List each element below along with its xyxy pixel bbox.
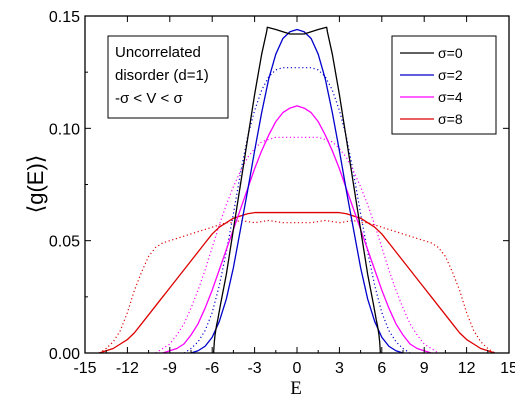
y-tick-label: 0.05	[49, 234, 80, 251]
x-tick-label: -15	[73, 360, 96, 377]
x-tick-label: -9	[163, 360, 177, 377]
legend-label: σ=0	[438, 45, 463, 61]
x-tick-label: 3	[335, 360, 344, 377]
series-line-dotted-1	[155, 136, 439, 354]
y-tick-label: 0.00	[49, 346, 80, 363]
annotation-line-1: Uncorrelated	[115, 44, 201, 61]
x-tick-label: -12	[116, 360, 139, 377]
x-tick-label: 12	[458, 360, 476, 377]
series-line-0	[212, 26, 382, 354]
y-tick-label: 0.15	[49, 9, 80, 26]
legend-label: σ=2	[438, 67, 463, 83]
x-tick-label: 0	[293, 360, 302, 377]
y-axis: 0.00 0.05 0.10 0.15	[49, 9, 509, 363]
annotation-box: Uncorrelated disorder (d=1) -σ < V < σ	[107, 35, 229, 119]
legend-label: σ=8	[438, 111, 463, 127]
series-line-2	[162, 105, 432, 354]
legend: σ=0 σ=2 σ=4 σ=8	[391, 35, 497, 135]
x-tick-label: -3	[247, 360, 261, 377]
y-tick-label: 0.10	[49, 121, 80, 138]
x-tick-label: 9	[420, 360, 429, 377]
x-tick-label: -6	[205, 360, 219, 377]
series-line-3	[98, 211, 496, 354]
series-line-dotted-2	[98, 219, 496, 354]
annotation-frame	[107, 35, 229, 119]
legend-frame	[391, 35, 497, 135]
series-layer	[98, 26, 496, 354]
x-axis: -15 -12 -9 -6 -3 0 3 6 9 12 15	[73, 16, 515, 377]
annotation-line-2: disorder (d=1)	[115, 67, 209, 84]
series-line-1	[190, 28, 404, 354]
x-tick-label: 15	[500, 360, 515, 377]
y-axis-label: ⟨g(E)⟩	[23, 155, 48, 214]
legend-label: σ=4	[438, 89, 463, 105]
x-tick-label: 6	[377, 360, 386, 377]
x-axis-label: E	[290, 378, 302, 399]
annotation-line-3: -σ < V < σ	[115, 90, 183, 107]
